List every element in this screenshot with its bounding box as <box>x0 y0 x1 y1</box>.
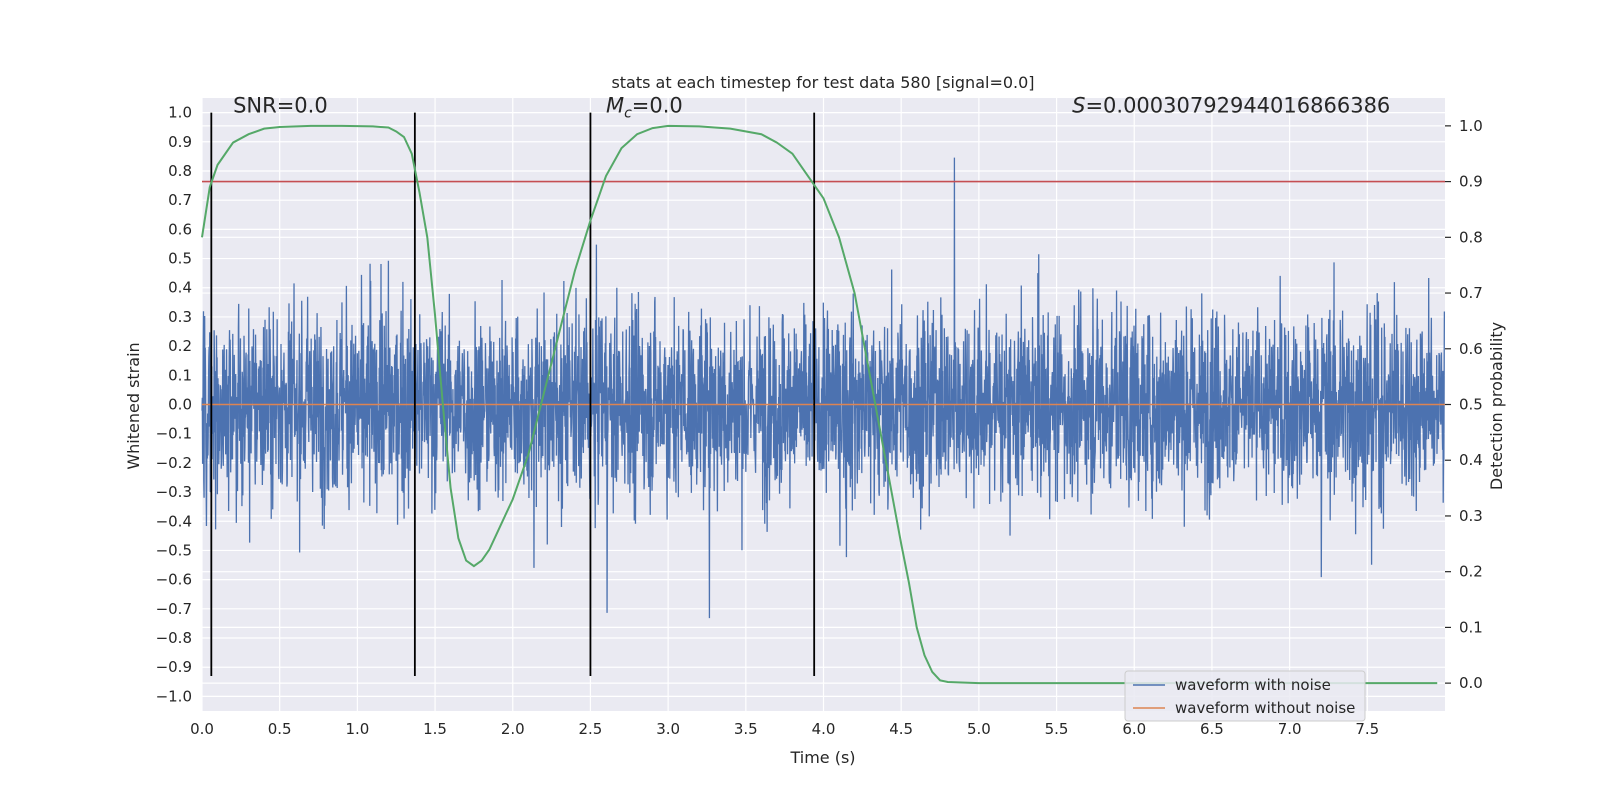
y-tick-label: 0.2 <box>168 337 192 355</box>
x-tick-label: 7.5 <box>1355 720 1379 738</box>
chirp-mass-subscript: c <box>624 106 632 122</box>
y-tick-label: 0.4 <box>168 279 192 297</box>
x-tick-label: 2.5 <box>579 720 603 738</box>
x-tick-label: 3.5 <box>734 720 758 738</box>
x-tick-label: 2.0 <box>501 720 525 738</box>
legend: waveform with noise waveform without noi… <box>1124 670 1366 722</box>
score-symbol: S <box>1072 94 1085 118</box>
y-tick-label: −1.0 <box>156 687 192 705</box>
y-tick-label: −0.6 <box>156 571 192 589</box>
chirp-mass-symbol: M <box>606 94 624 118</box>
x-tick-label: 3.0 <box>656 720 680 738</box>
x-tick-label: 6.0 <box>1122 720 1146 738</box>
x-tick-label: 0.0 <box>190 720 214 738</box>
y-tick-label: 0.8 <box>168 162 192 180</box>
annotations: SNR=0.0 Mc=0.0 S=0.00030792944016866386 <box>233 94 1390 122</box>
y-tick-label: 0.1 <box>168 366 192 384</box>
y-tick-label: −0.7 <box>156 600 192 618</box>
noisy-waveform-series <box>201 157 1446 619</box>
y-tick-label: 0.6 <box>168 220 192 238</box>
y-tick-label: 0.7 <box>168 191 192 209</box>
x-tick-label: 0.5 <box>268 720 292 738</box>
x-tick-label: 7.0 <box>1278 720 1302 738</box>
y-tick-label: −0.2 <box>156 454 192 472</box>
score-annotation: S=0.00030792944016866386 <box>1072 94 1390 118</box>
noisy-waveform-line <box>201 157 1446 619</box>
chirp-mass-annotation: Mc=0.0 <box>606 94 683 122</box>
x-axis-label: Time (s) <box>789 748 855 767</box>
chirp-mass-value: =0.0 <box>632 94 683 118</box>
x-tick-label: 5.0 <box>967 720 991 738</box>
y2-tick-label: 0.4 <box>1459 451 1483 469</box>
y-tick-label: −0.4 <box>156 512 192 530</box>
y2-tick-label: 0.5 <box>1459 396 1483 414</box>
chart-title: stats at each timestep for test data 580… <box>611 73 1034 92</box>
legend-box <box>1124 670 1366 722</box>
y2-tick-label: 0.9 <box>1459 173 1483 191</box>
legend-label-noise: waveform with noise <box>1175 676 1331 694</box>
y2-tick-label: 0.6 <box>1459 340 1483 358</box>
y-axis-label: Whitened strain <box>124 342 143 469</box>
y2-axis-ticks: 0.0 0.1 0.2 0.3 0.4 0.5 0.6 0.7 0.8 0.9 1.0 <box>1445 117 1483 692</box>
snr-annotation: SNR=0.0 <box>233 94 328 118</box>
x-axis-ticks: 0.0 0.5 1.0 1.5 2.0 2.5 3.0 3.5 4.0 4.5 5.0 5.5 6.0 6… <box>190 720 1379 738</box>
y-tick-label: 0.0 <box>168 396 192 414</box>
x-tick-label: 5.5 <box>1045 720 1069 738</box>
y2-tick-label: 0.0 <box>1459 674 1483 692</box>
series-lines <box>201 112 1445 685</box>
detection-probability-line <box>201 124 1438 685</box>
score-value: =0.00030792944016866386 <box>1085 94 1390 118</box>
x-tick-label: 6.5 <box>1200 720 1224 738</box>
y-tick-label: −0.5 <box>156 541 192 559</box>
y2-tick-label: 1.0 <box>1459 117 1483 135</box>
x-tick-label: 4.0 <box>812 720 836 738</box>
y-tick-label: 0.9 <box>168 133 192 151</box>
y-axis-ticks: −1.0 −0.9 −0.8 −0.7 −0.6 −0.5 −0.4 −0.3 −0.2 −0.1… <box>156 104 192 706</box>
x-tick-label: 1.5 <box>423 720 447 738</box>
y-tick-label: −0.8 <box>156 629 192 647</box>
y-tick-label: 1.0 <box>168 104 192 122</box>
y-tick-label: −0.1 <box>156 425 192 443</box>
legend-label-clean: waveform without noise <box>1175 699 1355 717</box>
y2-tick-label: 0.7 <box>1459 284 1483 302</box>
y2-tick-label: 0.2 <box>1459 563 1483 581</box>
y2-tick-label: 0.8 <box>1459 228 1483 246</box>
y2-axis-label: Detection probability <box>1487 322 1506 490</box>
y2-tick-label: 0.1 <box>1459 618 1483 636</box>
x-tick-label: 4.5 <box>889 720 913 738</box>
y2-tick-label: 0.3 <box>1459 507 1483 525</box>
y-tick-label: 0.3 <box>168 308 192 326</box>
y-tick-label: 0.5 <box>168 250 192 268</box>
y-tick-label: −0.3 <box>156 483 192 501</box>
y-tick-label: −0.9 <box>156 658 192 676</box>
x-tick-label: 1.0 <box>345 720 369 738</box>
